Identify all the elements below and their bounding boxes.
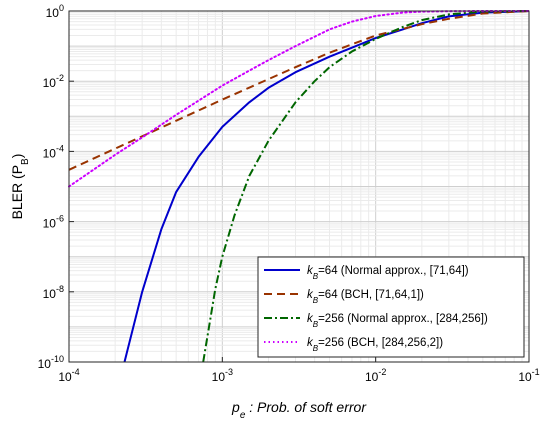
y-tick-label: 100: [46, 3, 64, 20]
x-tick-label: 10-1: [518, 367, 539, 384]
y-tick-label: 10-4: [43, 143, 64, 160]
y-tick-label: 10-2: [43, 73, 64, 90]
plot-frame: [68, 10, 530, 363]
y-tick-label: 10-8: [43, 284, 64, 301]
legend: kB=64 (Normal approx., [71,64]) kB=64 (BC…: [257, 256, 525, 358]
legend-label-1: kB=64 (Normal approx., [71,64]): [307, 265, 469, 281]
x-tick-label: 10-3: [212, 367, 233, 384]
legend-label-4: kB=256 (BCH, [284,256,2]): [307, 337, 443, 353]
legend-label-2: kB=64 (BCH, [71,64,1]): [307, 289, 424, 305]
x-tick-label: 10-4: [58, 367, 79, 384]
series-lines: [68, 10, 530, 363]
series-line-1: [123, 10, 530, 363]
series-line-4: [68, 10, 530, 188]
x-tick-label: 10-2: [365, 367, 386, 384]
legend-label-3: kB=256 (Normal approx., [284,256]): [307, 313, 488, 329]
y-tick-label: 10-6: [43, 214, 64, 231]
y-axis-label: BLER (PB): [9, 154, 31, 220]
y-tick-label: 10-10: [38, 354, 64, 371]
series-line-2: [68, 10, 530, 171]
x-axis-label: pe : Prob. of soft error: [231, 399, 367, 421]
series-line-3: [202, 10, 530, 363]
legend-box: [257, 256, 525, 358]
tick-labels: 10-4 10-3 10-2 10-1 100 10-2 10-4 10-6 10-8 10-10: [38, 3, 540, 384]
legend-items: kB=64 (Normal approx., [71,64]) kB=64 (BC…: [264, 265, 488, 353]
